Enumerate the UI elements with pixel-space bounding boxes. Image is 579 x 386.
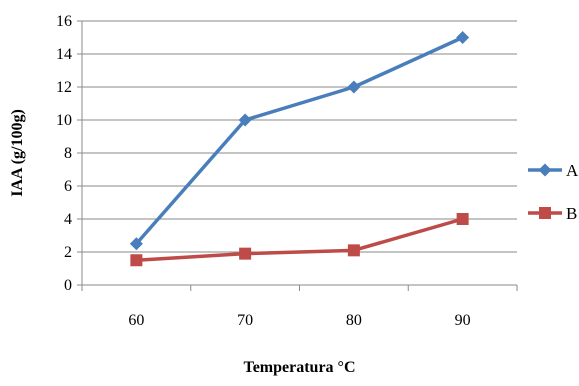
data-point — [347, 244, 360, 257]
x-tick-label: 60 — [128, 312, 144, 329]
data-point — [129, 237, 143, 251]
y-tick-label: 8 — [64, 145, 72, 162]
legend-label: B — [566, 204, 577, 223]
legend-label: A — [566, 161, 579, 180]
series-A — [129, 31, 470, 251]
legend-entry-A: A — [528, 161, 579, 180]
x-axis-title: Temperatura °C — [243, 359, 355, 376]
x-tick-label: 70 — [237, 312, 253, 329]
y-tick-label: 12 — [56, 79, 72, 96]
data-point — [239, 247, 252, 260]
y-tick-label: 4 — [64, 211, 72, 228]
y-tick-label: 14 — [56, 46, 72, 63]
x-tick-label: 90 — [455, 312, 471, 329]
series-line — [135, 35, 464, 245]
y-tick-label: 2 — [64, 244, 72, 261]
series-line — [136, 217, 464, 262]
data-point — [130, 254, 143, 267]
x-tick-labels: 60 70 80 90 — [128, 312, 470, 329]
data-point — [347, 80, 361, 94]
legend: AB — [528, 161, 579, 223]
y-tick-label: 6 — [64, 178, 72, 195]
data-point — [456, 213, 469, 225]
gridlines — [82, 20, 517, 253]
y-axis-title: IAA (g/100g) — [9, 109, 26, 197]
data-point — [456, 31, 470, 44]
y-tick-labels: 0 2 4 6 8 10 12 14 16 — [56, 13, 72, 294]
y-tick-label: 10 — [56, 112, 72, 129]
series-lines — [129, 31, 470, 267]
y-tick-label: 16 — [56, 13, 72, 30]
legend-marker — [538, 163, 552, 177]
legend-marker — [539, 207, 551, 219]
y-tick-label: 0 — [64, 277, 72, 294]
x-tick-label: 80 — [346, 312, 362, 329]
series-B — [130, 213, 469, 267]
legend-entry-B: B — [528, 204, 577, 223]
data-point — [238, 113, 252, 127]
axes — [77, 20, 518, 291]
